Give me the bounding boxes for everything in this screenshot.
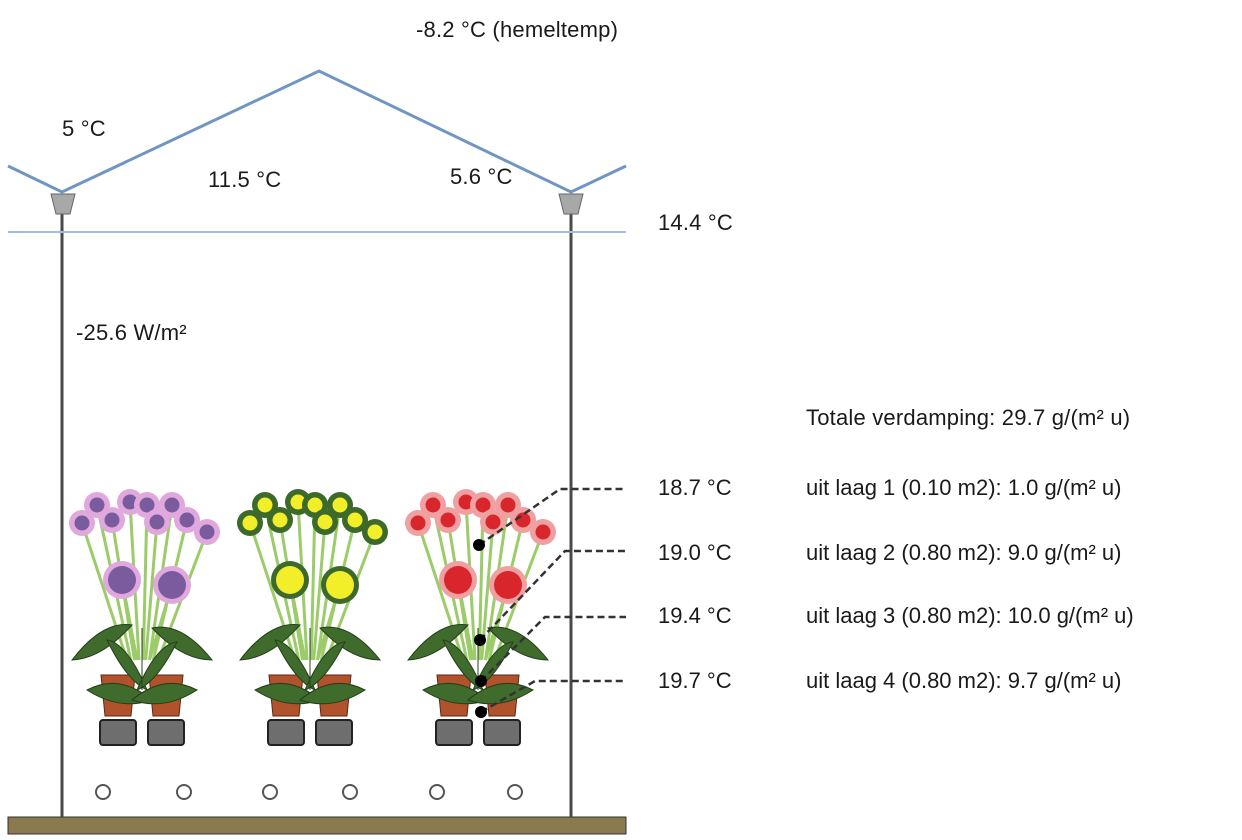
flower-center-large	[444, 566, 472, 594]
layer-leader-line	[480, 679, 626, 714]
leaf	[130, 683, 198, 705]
layer-evaporation-label: uit laag 1 (0.10 m2): 1.0 g/(m² u)	[806, 475, 1122, 500]
roof-left-temperature-label: 5 °C	[62, 116, 106, 141]
flower-center-large	[326, 571, 354, 599]
pot-tray	[267, 719, 305, 746]
leaf	[466, 683, 534, 705]
greenhouse-roof	[7, 69, 627, 194]
total-evaporation-label: Totale verdamping: 29.7 g/(m² u)	[806, 405, 1131, 430]
flower-center	[257, 497, 273, 513]
leaf	[238, 624, 301, 661]
heating-pipe	[507, 784, 523, 800]
plant-group-pink	[69, 489, 220, 746]
layer-temperature-label: 19.0 °C	[658, 540, 732, 565]
heating-pipe	[95, 784, 111, 800]
heating-pipe	[342, 784, 358, 800]
flower-center	[367, 524, 383, 540]
stem	[309, 504, 317, 661]
measurement-probes	[473, 487, 626, 718]
flower-center	[290, 494, 306, 510]
layer-probe-dot	[475, 706, 487, 718]
layer-evaporation-label: uit laag 2 (0.80 m2): 9.0 g/(m² u)	[806, 540, 1122, 565]
flower-center	[410, 515, 426, 531]
pot-tray	[435, 719, 473, 746]
plant-group-red	[405, 489, 556, 746]
stem	[312, 521, 327, 661]
flower-center	[89, 497, 105, 513]
heating-pipe	[176, 784, 192, 800]
leaf	[319, 626, 382, 661]
layer-temperature-label: 19.4 °C	[658, 603, 732, 628]
sky-temperature-label: -8.2 °C (hemeltemp)	[416, 17, 619, 42]
layer-evaporation-label: uit laag 3 (0.80 m2): 10.0 g/(m² u)	[806, 603, 1134, 628]
heating-pipes	[95, 784, 523, 800]
flower-center	[515, 512, 531, 528]
layer-leader-line	[480, 615, 626, 682]
leaf	[487, 626, 550, 661]
flower-center	[122, 494, 138, 510]
flower-center	[535, 524, 551, 540]
flower-center	[164, 497, 180, 513]
pot-tray	[315, 719, 353, 746]
flower-center	[485, 514, 501, 530]
stem	[141, 504, 149, 661]
layer-probe-dot	[475, 675, 487, 687]
flower-center	[425, 497, 441, 513]
screen-temperature-label: 14.4 °C	[658, 210, 734, 235]
heating-pipe	[429, 784, 445, 800]
flower-center	[104, 512, 120, 528]
layer-probe-dot	[473, 539, 485, 551]
flower-center	[149, 514, 165, 530]
pot-tray	[147, 719, 185, 746]
roof-inner-temperature-label: 11.5 °C	[208, 167, 282, 192]
flower-center	[332, 497, 348, 513]
heating-pipe	[262, 784, 278, 800]
roof-right-temperature-label: 5.6 °C	[450, 164, 513, 189]
flower-center	[139, 497, 155, 513]
flower-center	[440, 512, 456, 528]
flower-center-large	[108, 566, 136, 594]
layer-evaporation-label: uit laag 4 (0.80 m2): 9.7 g/(m² u)	[806, 668, 1122, 693]
left-gutter	[50, 193, 76, 215]
right-gutter	[558, 193, 584, 215]
flower-center	[199, 524, 215, 540]
layer-temperature-label: 18.7 °C	[658, 475, 732, 500]
flower-center	[272, 512, 288, 528]
leaf	[151, 626, 214, 661]
crop-rows	[69, 489, 556, 746]
flower-center	[317, 514, 333, 530]
flower-center-large	[494, 571, 522, 599]
greenhouse-floor	[7, 816, 627, 835]
flower-center	[179, 512, 195, 528]
layer-leader-line	[479, 549, 626, 641]
flower-center	[347, 512, 363, 528]
flower-center-large	[276, 566, 304, 594]
pot-tray	[99, 719, 137, 746]
flower-center	[500, 497, 516, 513]
flower-center	[242, 515, 258, 531]
leaf	[70, 624, 133, 661]
flower-center	[458, 494, 474, 510]
flower-center-large	[158, 571, 186, 599]
stem	[144, 521, 159, 661]
plant-group-yellow	[237, 489, 388, 746]
pot-tray	[483, 719, 521, 746]
layer-probe-dot	[474, 634, 486, 646]
leaf	[406, 624, 469, 661]
flower-center	[307, 497, 323, 513]
net-radiation-label: -25.6 W/m²	[76, 320, 187, 345]
flower-center	[475, 497, 491, 513]
leaf	[298, 683, 366, 705]
layer-temperature-label: 19.7 °C	[658, 668, 732, 693]
flower-center	[74, 515, 90, 531]
